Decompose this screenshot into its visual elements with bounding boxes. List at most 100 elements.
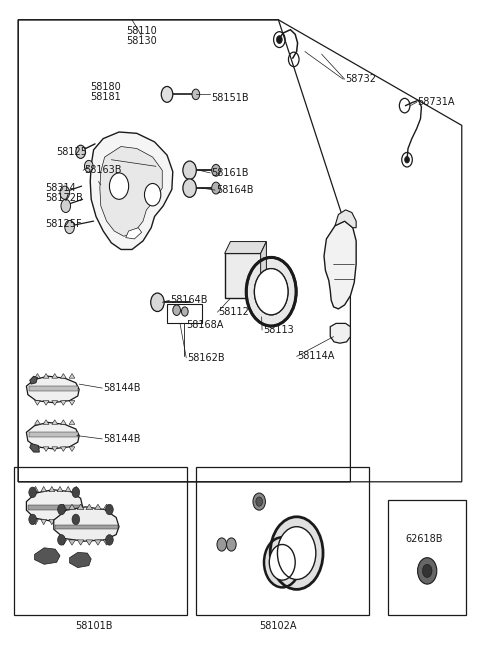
Text: 58112: 58112	[218, 307, 249, 317]
Polygon shape	[60, 420, 66, 424]
Circle shape	[217, 538, 227, 551]
Circle shape	[276, 36, 282, 44]
Circle shape	[109, 173, 129, 199]
Circle shape	[270, 517, 323, 589]
Circle shape	[227, 538, 236, 551]
Polygon shape	[100, 147, 162, 236]
Circle shape	[61, 199, 71, 213]
Polygon shape	[43, 374, 49, 378]
Polygon shape	[65, 519, 71, 525]
Circle shape	[183, 179, 196, 197]
Polygon shape	[60, 447, 66, 451]
Polygon shape	[335, 210, 356, 228]
Text: 58168A: 58168A	[186, 319, 224, 330]
Text: 58732: 58732	[346, 74, 377, 84]
Text: 58172B: 58172B	[46, 193, 84, 203]
Polygon shape	[90, 132, 173, 249]
Text: 58161B: 58161B	[211, 168, 249, 178]
Polygon shape	[52, 374, 58, 378]
Text: 58125: 58125	[57, 147, 88, 157]
Circle shape	[212, 182, 220, 194]
Polygon shape	[73, 519, 79, 525]
Polygon shape	[77, 540, 84, 545]
Text: 58114A: 58114A	[298, 351, 335, 362]
Polygon shape	[33, 486, 38, 492]
Polygon shape	[126, 228, 142, 239]
Circle shape	[144, 183, 161, 206]
Circle shape	[29, 487, 36, 498]
Polygon shape	[65, 486, 71, 492]
Polygon shape	[86, 540, 93, 545]
Text: 58102A: 58102A	[259, 620, 296, 631]
Polygon shape	[52, 420, 58, 424]
Text: 58113: 58113	[263, 325, 294, 335]
Polygon shape	[69, 540, 75, 545]
Circle shape	[161, 86, 173, 102]
Circle shape	[72, 514, 80, 525]
Polygon shape	[57, 519, 63, 525]
Polygon shape	[49, 519, 55, 525]
Polygon shape	[86, 504, 93, 510]
Polygon shape	[69, 420, 75, 424]
Polygon shape	[95, 540, 101, 545]
Polygon shape	[43, 447, 49, 451]
Polygon shape	[54, 507, 119, 541]
Circle shape	[264, 537, 300, 587]
Polygon shape	[29, 386, 78, 391]
Polygon shape	[35, 374, 40, 378]
Polygon shape	[35, 420, 40, 424]
Polygon shape	[35, 401, 40, 405]
Circle shape	[151, 293, 164, 312]
Polygon shape	[41, 486, 47, 492]
Polygon shape	[330, 323, 350, 343]
Polygon shape	[52, 447, 58, 451]
Text: 58731A: 58731A	[418, 97, 455, 108]
Polygon shape	[29, 432, 78, 437]
Polygon shape	[225, 242, 266, 253]
Polygon shape	[49, 486, 55, 492]
Circle shape	[84, 160, 93, 172]
Polygon shape	[103, 540, 110, 545]
Circle shape	[405, 156, 409, 163]
Text: 58162B: 58162B	[187, 352, 225, 363]
Polygon shape	[30, 444, 39, 452]
Circle shape	[212, 164, 220, 176]
Polygon shape	[60, 401, 66, 405]
Polygon shape	[73, 486, 79, 492]
Polygon shape	[60, 540, 67, 545]
Polygon shape	[324, 221, 356, 309]
Circle shape	[256, 497, 263, 506]
Polygon shape	[43, 401, 49, 405]
Circle shape	[72, 487, 80, 498]
Bar	[14, 467, 187, 615]
Circle shape	[246, 257, 296, 326]
Circle shape	[65, 220, 74, 234]
Circle shape	[58, 535, 65, 545]
Polygon shape	[70, 552, 91, 568]
Circle shape	[106, 504, 113, 515]
Circle shape	[269, 544, 295, 580]
Text: 58130: 58130	[126, 36, 157, 46]
Polygon shape	[26, 490, 83, 521]
Circle shape	[60, 186, 70, 199]
Polygon shape	[69, 401, 75, 405]
Polygon shape	[35, 548, 60, 564]
Text: 58151B: 58151B	[211, 92, 249, 103]
Circle shape	[106, 535, 113, 545]
Text: 58110: 58110	[126, 26, 157, 36]
Polygon shape	[26, 376, 79, 403]
Polygon shape	[103, 504, 110, 510]
Text: 58144B: 58144B	[103, 383, 141, 393]
Text: 58163B: 58163B	[84, 165, 121, 176]
Polygon shape	[52, 401, 58, 405]
Circle shape	[58, 504, 65, 515]
Polygon shape	[69, 447, 75, 451]
Circle shape	[418, 558, 437, 584]
Polygon shape	[41, 519, 47, 525]
Bar	[196, 467, 369, 615]
Circle shape	[192, 89, 200, 100]
Circle shape	[29, 514, 36, 525]
Circle shape	[183, 161, 196, 180]
Polygon shape	[69, 504, 75, 510]
Circle shape	[253, 493, 265, 510]
